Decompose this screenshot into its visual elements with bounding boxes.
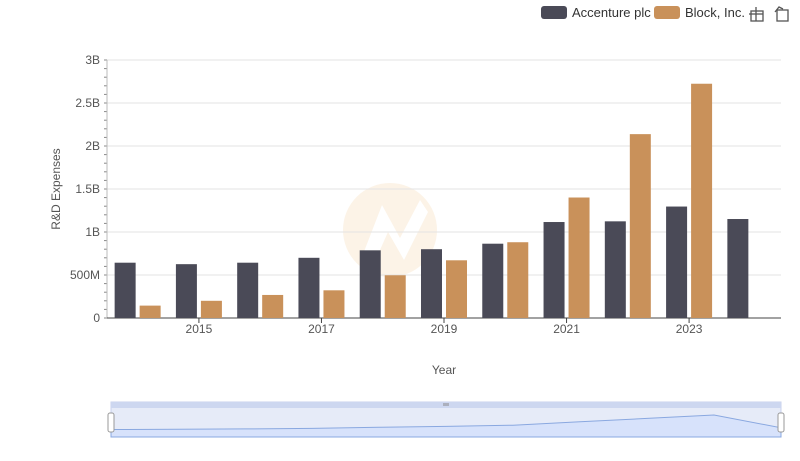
y-tick-label: 2B	[85, 139, 100, 153]
bar-accenture-2017	[298, 257, 320, 318]
navigator-grip-icon[interactable]	[443, 403, 449, 406]
bar-accenture-2014	[114, 262, 136, 318]
legend-swatch-accenture	[541, 6, 567, 19]
y-axis-title: R&D Expenses	[49, 148, 63, 229]
x-tick-label: 2019	[431, 322, 458, 336]
bar-block-2020	[507, 242, 529, 318]
bar-accenture-2016	[237, 262, 259, 318]
bar-accenture-2018	[359, 250, 381, 318]
navigator-handle-left[interactable]	[107, 412, 115, 433]
bar-block-2016	[262, 294, 284, 318]
x-tick-label: 2023	[676, 322, 703, 336]
bar-block-2022	[629, 134, 651, 318]
bar-block-2023	[691, 83, 713, 319]
y-tick-label: 3B	[85, 53, 100, 67]
legend-swatch-block	[654, 6, 680, 19]
x-tick-label: 2021	[553, 322, 580, 336]
legend-label-block: Block, Inc.	[685, 5, 745, 20]
legend-item-block[interactable]: Block, Inc.	[654, 5, 745, 20]
bar-block-2019	[446, 260, 467, 318]
y-tick-label: 1.5B	[75, 182, 100, 196]
bar-accenture-2023	[666, 206, 688, 318]
navigator-area	[110, 414, 782, 438]
bar-block-2018	[384, 275, 406, 318]
y-tick-label: 1B	[85, 225, 100, 239]
bar-accenture-2022	[604, 221, 626, 318]
bar-accenture-2024	[727, 219, 749, 318]
bar-accenture-2019	[421, 249, 442, 318]
reset-zoom-icon[interactable]	[774, 6, 789, 22]
x-tick-label: 2015	[186, 322, 213, 336]
x-axis-title: Year	[432, 363, 456, 377]
navigator[interactable]	[107, 401, 785, 438]
bar-accenture-2021	[543, 222, 565, 318]
y-axis: 0 500M 1B 1.5B 2B 2.5B 3B	[70, 53, 108, 325]
crosshair-icon[interactable]	[749, 7, 764, 22]
bar-block-2021	[568, 197, 590, 318]
legend-label-accenture: Accenture plc	[572, 5, 651, 20]
bar-block-2017	[323, 290, 345, 318]
bar-accenture-2020	[482, 243, 504, 318]
x-tick-label: 2017	[308, 322, 335, 336]
x-axis: 2015 2017 2019 2021 2023	[107, 317, 781, 336]
navigator-handle-right[interactable]	[777, 412, 785, 433]
legend-item-accenture[interactable]: Accenture plc	[541, 5, 651, 20]
bars	[114, 83, 749, 319]
y-tick-label: 500M	[70, 268, 100, 282]
legend: Accenture plc Block, Inc.	[541, 5, 745, 20]
y-tick-label: 0	[93, 311, 100, 325]
bar-accenture-2015	[175, 264, 197, 318]
y-tick-label: 2.5B	[75, 96, 100, 110]
bar-block-2015	[200, 300, 222, 318]
bar-block-2014	[139, 305, 161, 318]
